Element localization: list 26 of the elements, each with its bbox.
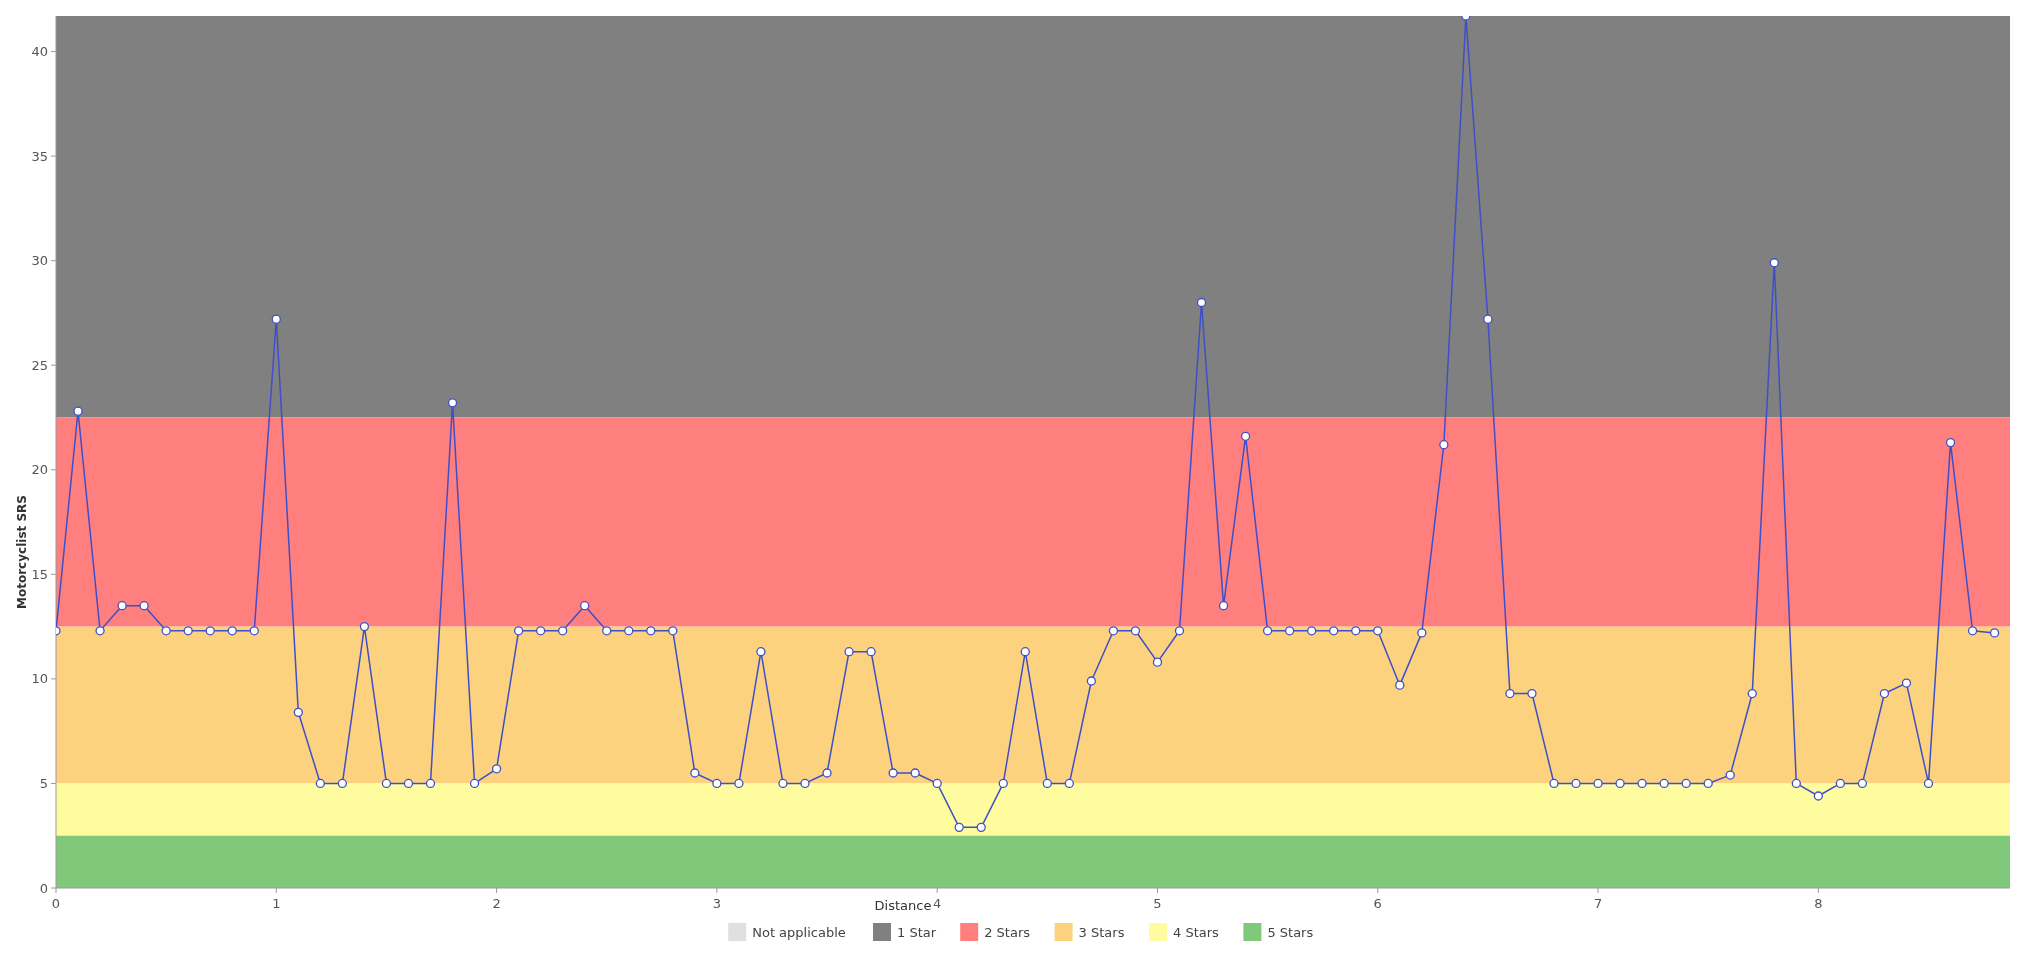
- y-tick-label: 15: [31, 566, 48, 582]
- y-tick-label: 35: [31, 148, 48, 164]
- y-tick-label: 10: [31, 671, 48, 687]
- y-tick-label: 25: [31, 357, 48, 373]
- x-tick-label: 2: [492, 896, 501, 911]
- x-tick-label: 1: [272, 896, 281, 911]
- y-tick-label: 0: [39, 880, 48, 896]
- legend-label: 1 Star: [897, 924, 937, 940]
- x-tick-label: 7: [1593, 896, 1603, 911]
- y-axis-title: Motorcyclist SRS: [15, 495, 29, 609]
- x-tick-label: 5: [1153, 896, 1162, 911]
- x-tick-label: 6: [1373, 896, 1382, 911]
- x-tick-label: 3: [712, 896, 722, 911]
- x-tick-label: 8: [1814, 896, 1823, 911]
- y-tick-label: 40: [31, 44, 48, 60]
- y-tick-label: 30: [31, 253, 48, 269]
- y-tick-label: 5: [39, 775, 48, 791]
- legend-label: 2 Stars: [984, 924, 1031, 940]
- x-tick-label: 4: [933, 896, 942, 911]
- legend-label: 3 Stars: [1078, 924, 1125, 940]
- y-tick-label: 20: [31, 462, 48, 478]
- text: Not applicable: [752, 924, 846, 940]
- legend-label: 5 Stars: [1267, 924, 1314, 940]
- x-tick-label: 0: [51, 896, 61, 911]
- legend-label: 4 Stars: [1173, 924, 1220, 940]
- x-axis-title: Distance: [874, 898, 932, 913]
